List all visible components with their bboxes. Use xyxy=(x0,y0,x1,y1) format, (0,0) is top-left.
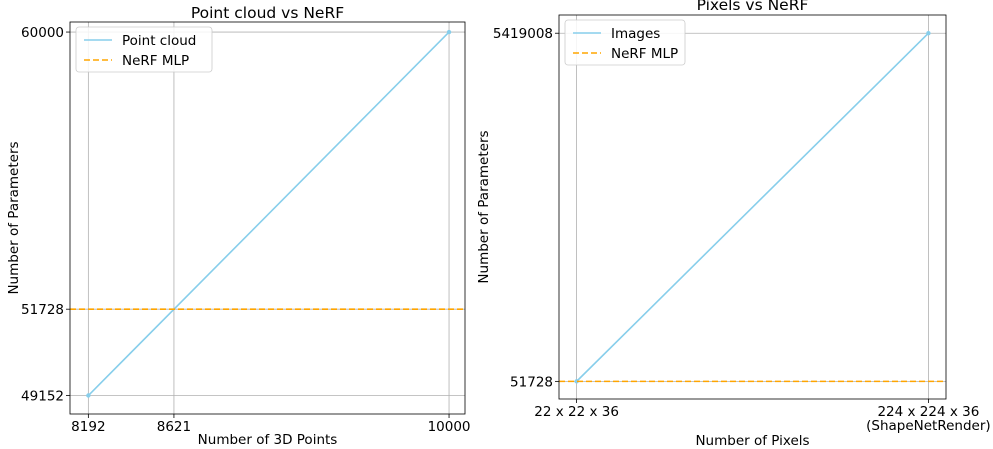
pointcloud-xtick-label: 8621 xyxy=(157,419,191,435)
pointcloud-legend-box xyxy=(75,26,213,73)
pixels-axes-frame xyxy=(558,14,947,400)
pixels-legend-label-1: NeRF MLP xyxy=(611,46,678,62)
pointcloud-xtick-label: 8192 xyxy=(71,419,105,435)
pixels-x-axis-label: Number of Pixels xyxy=(695,433,809,449)
pointcloud-ytick-label: 60000 xyxy=(21,25,64,41)
pixels-series-line-0 xyxy=(576,32,929,382)
pointcloud-data-point xyxy=(446,29,452,35)
pixels-chart-title: Pixels vs NeRF xyxy=(697,0,809,14)
pointcloud-series-line-0 xyxy=(87,31,450,397)
pointcloud-y-axis-label: Number of Parameters xyxy=(6,141,22,294)
pixels-data-point xyxy=(926,31,931,36)
pixels-ytick-label: 51728 xyxy=(510,374,553,390)
pointcloud-ytick-label: 49152 xyxy=(21,389,64,405)
pixels-data-point xyxy=(574,379,579,384)
pointcloud-chart-title: Point cloud vs NeRF xyxy=(191,4,344,22)
pointcloud-axes-frame xyxy=(69,21,466,415)
pointcloud-legend-label-0: Point cloud xyxy=(122,33,196,49)
pointcloud-legend-label-1: NeRF MLP xyxy=(122,53,189,69)
pixels-y-axis-label: Number of Parameters xyxy=(476,130,492,283)
pointcloud-ytick-label: 51728 xyxy=(21,302,64,318)
pointcloud-xtick-label: 10000 xyxy=(428,419,471,435)
pixels-ytick-label: 5419008 xyxy=(493,26,553,42)
pointcloud-x-axis-label: Number of 3D Points xyxy=(198,432,338,448)
pixels-xtick-label: 224 x 224 x 36 (ShapeNetRender) xyxy=(866,404,991,434)
pixels-legend-label-0: Images xyxy=(611,26,660,42)
pixels-xtick-label: 22 x 22 x 36 xyxy=(534,404,619,420)
pointcloud-data-point xyxy=(86,393,91,398)
